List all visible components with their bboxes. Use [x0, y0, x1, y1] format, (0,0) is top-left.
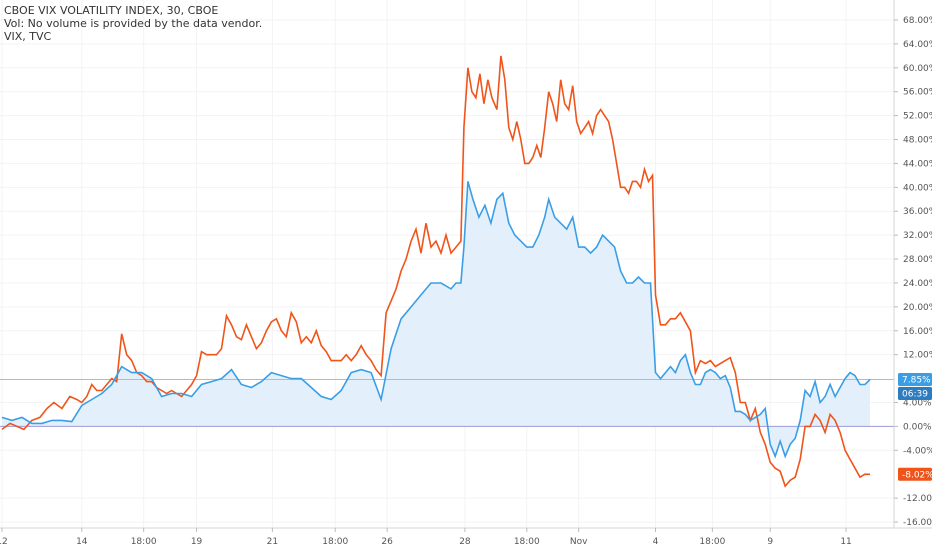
compare-value-badge-bg	[898, 467, 932, 481]
price-axis[interactable]: 68.00% 64.00% 60.00% 56.00% 52.00% 48.00% 44.0…	[894, 16, 932, 528]
y-tick-label: 28.00%	[903, 255, 932, 265]
x-tick-label: 18:00	[131, 537, 157, 547]
y-tick-label: 20.00%	[903, 303, 932, 313]
x-tick-label: Nov	[570, 537, 588, 547]
compare-value-badge: -8.02%	[902, 470, 932, 480]
x-tick-label: 11	[840, 537, 851, 547]
y-tick-label: 64.00%	[903, 40, 932, 50]
y-tick-label: 60.00%	[903, 64, 932, 74]
x-tick-label: 4	[653, 537, 659, 547]
primary-series-area	[2, 181, 870, 457]
x-tick-label: 26	[381, 537, 393, 547]
bar-countdown-badge-bg	[898, 386, 932, 400]
bar-countdown-badge: 06:39	[902, 389, 928, 399]
y-tick-label: 16.00%	[903, 327, 932, 337]
x-tick-label: 21	[267, 537, 278, 547]
y-tick-label: 44.00%	[903, 159, 932, 169]
x-tick-label: 28	[459, 537, 471, 547]
y-tick-label: 32.00%	[903, 231, 932, 241]
price-badges: 7.85% 06:39 -8.02%	[898, 372, 932, 481]
y-tick-label: 48.00%	[903, 136, 932, 146]
y-tick-label: 36.00%	[903, 207, 932, 217]
y-tick-label: 0.00%	[903, 422, 932, 432]
y-tick-label: 52.00%	[903, 112, 932, 122]
volume-note: Vol: No volume is provided by the data v…	[4, 17, 263, 30]
y-tick-label: 4.00%	[903, 398, 932, 408]
x-tick-label: 18:00	[514, 537, 540, 547]
x-tick-label: 9	[767, 537, 773, 547]
y-tick-label: 56.00%	[903, 88, 932, 98]
primary-value-badge: 7.85%	[902, 375, 931, 385]
x-tick-label: 18:00	[699, 537, 725, 547]
chart-legend: CBOE VIX VOLATILITY INDEX, 30, CBOE Vol:…	[4, 4, 262, 43]
symbol-title[interactable]: CBOE VIX VOLATILITY INDEX, 30, CBOE	[4, 4, 219, 17]
y-tick-label: -12.00%	[903, 494, 932, 504]
x-tick-label: 18:00	[322, 537, 348, 547]
y-tick-label: -4.00%	[903, 446, 932, 456]
y-tick-label: 40.00%	[903, 183, 932, 193]
compare-symbol-label[interactable]: VIX, TVC	[4, 30, 52, 43]
primary-value-badge-bg	[898, 372, 932, 386]
y-tick-label: -16.00%	[903, 518, 932, 528]
y-tick-label: 24.00%	[903, 279, 932, 289]
y-tick-label: 12.00%	[903, 351, 932, 361]
primary-series-line	[1, 181, 871, 459]
x-tick-label: 12	[0, 537, 8, 547]
time-axis[interactable]: 12 14 18:00 19 21 18:00 26 28 18:00 Nov 4 18:00 9 11	[0, 528, 852, 547]
x-tick-label: 19	[191, 537, 203, 547]
y-tick-label: 68.00%	[903, 16, 932, 26]
x-tick-label: 14	[76, 537, 88, 547]
